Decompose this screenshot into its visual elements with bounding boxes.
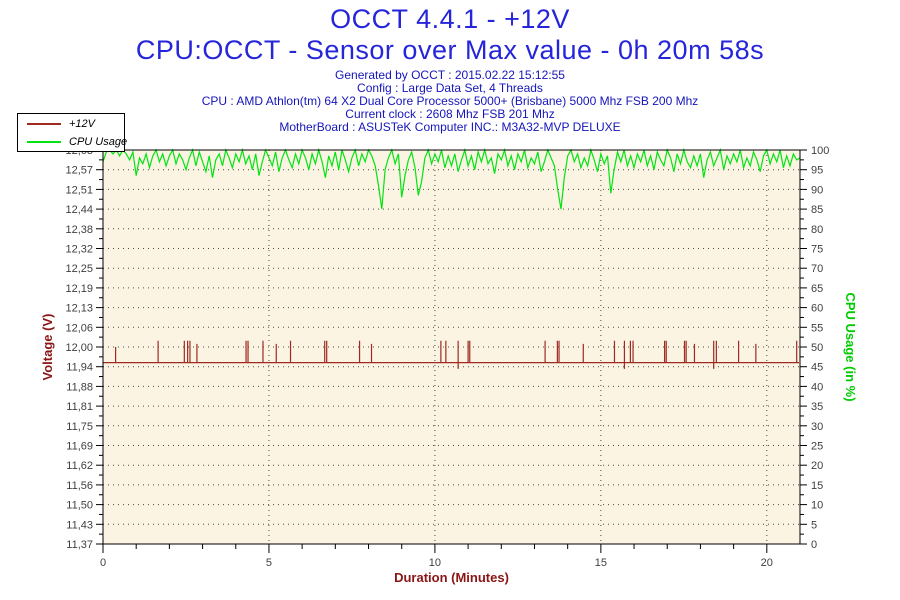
cpu-tick-label: 35: [811, 401, 823, 413]
cpu-tick-label: 45: [811, 362, 823, 374]
cpu-usage-line-sample: [27, 140, 61, 143]
cpu-tick-label: 90: [811, 184, 823, 196]
voltage-tick-label: 12,19: [65, 283, 93, 295]
voltage-tick-label: 12,57: [65, 165, 93, 177]
cpu-tick-label: 0: [811, 539, 817, 551]
voltage-tick-label: 11,37: [66, 539, 93, 551]
legend-item-cpu-usage: CPU Usage: [18, 133, 128, 150]
cpu-tick-label: 85: [811, 204, 823, 216]
voltage-tick-label: 11,56: [66, 480, 93, 492]
plot-area: [103, 150, 800, 544]
cpu-tick-label: 60: [811, 303, 823, 315]
duration-axis-label: Duration (Minutes): [394, 570, 509, 585]
voltage-tick-label: 11,62: [66, 460, 93, 472]
chart-legend: +12V CPU Usage: [17, 113, 128, 152]
voltage-tick-label: 12,25: [65, 263, 93, 275]
cpu-tick-label: 20: [811, 460, 823, 472]
x-tick-label: 5: [266, 557, 272, 569]
cpu-tick-label: 95: [811, 165, 823, 177]
cpu-tick-label: 10: [811, 500, 823, 512]
voltage-tick-label: 11,88: [66, 381, 93, 393]
voltage-tick-label: 12,44: [65, 204, 93, 216]
cpu-tick-label: 25: [811, 441, 823, 453]
x-tick-label: 0: [100, 557, 106, 569]
voltage-axis-label: Voltage (V): [40, 314, 55, 381]
info-current-clock: Current clock : 2608 Mhz FSB 201 Mhz: [345, 107, 555, 121]
voltage-tick-label: 11,50: [66, 500, 93, 512]
voltage-tick-label: 11,75: [66, 421, 93, 433]
cpu-tick-label: 70: [811, 263, 823, 275]
x-tick-label: 10: [429, 557, 441, 569]
legend-label-cpu-usage: CPU Usage: [69, 135, 128, 148]
page-subtitle: CPU:OCCT - Sensor over Max value - 0h 20…: [135, 35, 765, 65]
x-tick-label: 20: [761, 557, 773, 569]
cpu-tick-label: 75: [811, 244, 823, 256]
voltage-trace: [103, 340, 800, 369]
info-config: Config : Large Data Set, 4 Threads: [357, 81, 543, 95]
cpu-tick-label: 30: [811, 421, 823, 433]
legend-label-12v: +12V: [69, 117, 95, 130]
voltage-tick-label: 11,43: [66, 519, 93, 531]
info-cpu: CPU : AMD Athlon(tm) 64 X2 Dual Core Pro…: [201, 94, 699, 108]
legend-item-12v: +12V: [18, 115, 124, 132]
voltage-tick-label: 11,94: [66, 362, 93, 374]
voltage-tick-label: 12,06: [65, 322, 93, 334]
cpu-tick-label: 40: [811, 381, 823, 393]
page-title: OCCT 4.4.1 - +12V: [330, 4, 570, 34]
cpu-axis-label: CPU Usage (in %): [843, 292, 858, 401]
voltage-tick-label: 12,51: [65, 184, 93, 196]
cpu-tick-label: 65: [811, 283, 823, 295]
cpu-tick-label: 50: [811, 342, 823, 354]
info-generated-by: Generated by OCCT : 2015.02.22 15:12:55: [335, 68, 565, 82]
cpu-tick-label: 5: [811, 519, 817, 531]
voltage-tick-label: 11,81: [66, 401, 93, 413]
voltage-tick-label: 12,38: [65, 224, 93, 236]
voltage-line-sample: [27, 122, 61, 125]
voltage-tick-label: 11,69: [66, 441, 93, 453]
voltage-tick-label: 12,32: [65, 244, 93, 256]
voltage-tick-label: 12,00: [65, 342, 93, 354]
cpu-tick-label: 55: [811, 322, 823, 334]
x-tick-label: 15: [595, 557, 607, 569]
cpu-tick-label: 100: [811, 145, 829, 157]
cpu-tick-label: 15: [811, 480, 823, 492]
info-motherboard: MotherBoard : ASUSTeK Computer INC.: M3A…: [279, 120, 621, 134]
voltage-tick-label: 12,13: [65, 303, 93, 315]
cpu-tick-label: 80: [811, 224, 823, 236]
